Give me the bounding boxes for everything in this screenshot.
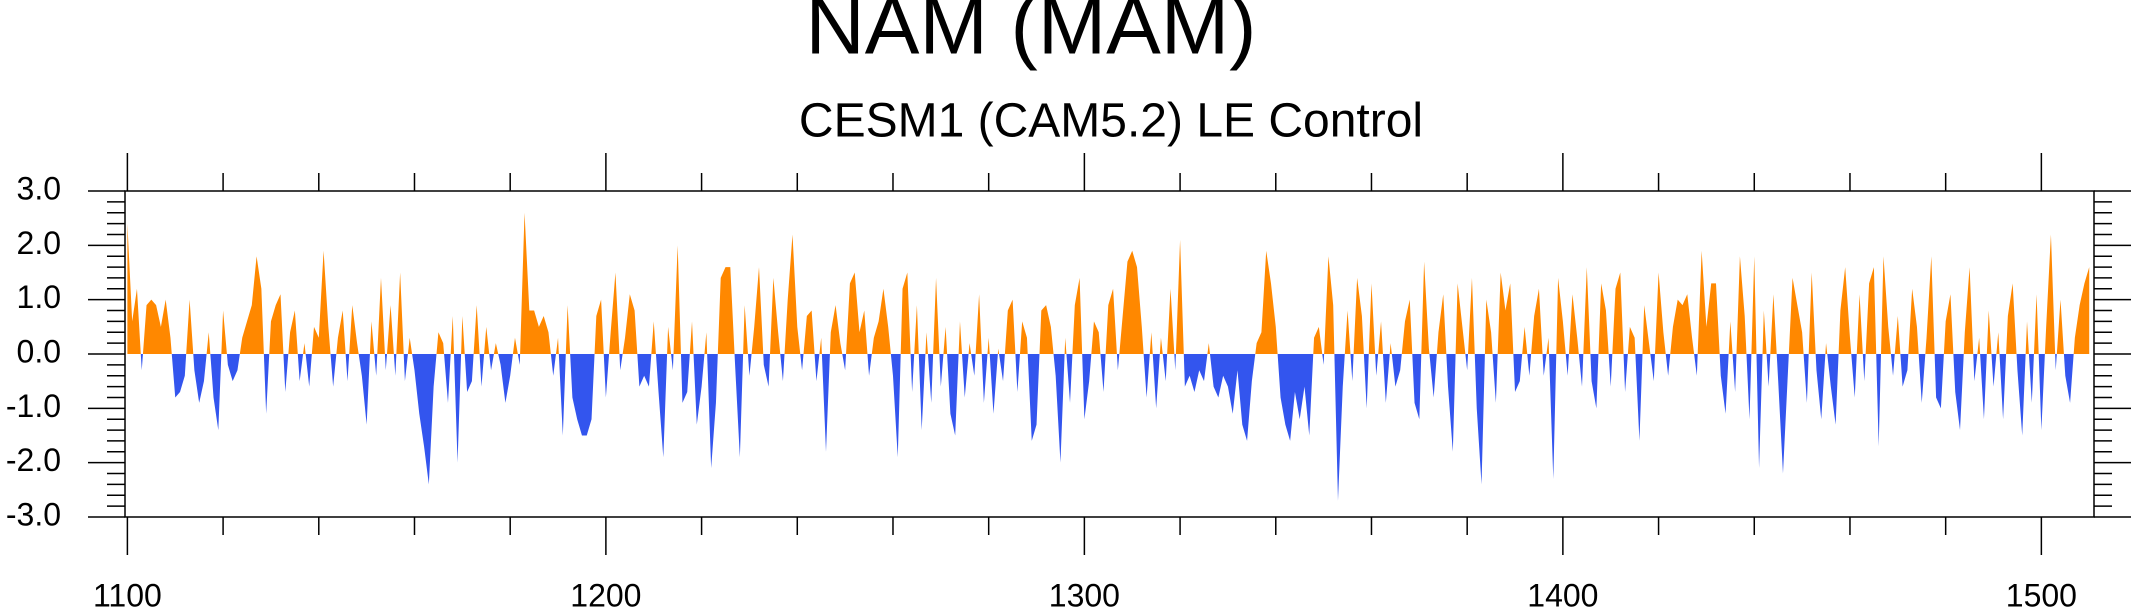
x-tick-label: 1200	[570, 577, 641, 612]
x-tick-label: 1500	[2006, 577, 2077, 612]
y-tick-label: -2.0	[6, 442, 61, 478]
x-tick-label: 1100	[93, 577, 162, 612]
x-tick-label: 1400	[1527, 577, 1598, 612]
y-tick-label: -3.0	[6, 496, 61, 532]
y-tick-label: 0.0	[17, 333, 61, 369]
y-tick-label: -1.0	[6, 388, 61, 424]
positive-area	[127, 212, 2090, 354]
negative-area	[127, 354, 2090, 501]
y-tick-label: 3.0	[17, 170, 61, 206]
chart-title: NAM (MAM)	[806, 0, 1257, 72]
y-tick-label: 1.0	[17, 279, 61, 315]
chart-subtitle: CESM1 (CAM5.2) LE Control	[799, 95, 1423, 148]
y-tick-label: 2.0	[17, 225, 61, 261]
x-tick-label: 1300	[1049, 577, 1120, 612]
